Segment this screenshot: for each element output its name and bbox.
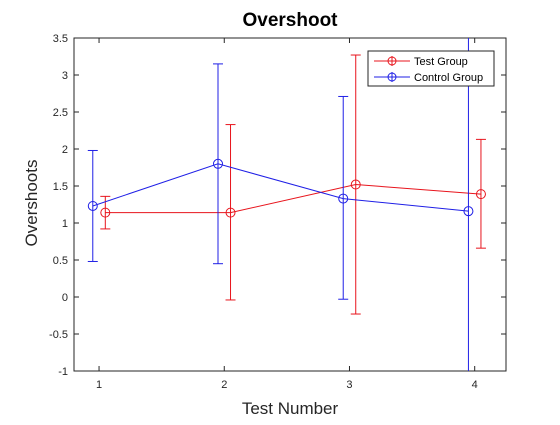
axis-ticks: -1 -0.5 0 0.5 1 1.5 2 2.5 3 3.5 1 2 3 4 [49, 33, 506, 391]
x-tick-label: 4 [472, 379, 478, 391]
x-tick-label: 2 [221, 379, 227, 391]
series-layer [87, 38, 486, 371]
chart-title: Overshoot [242, 10, 338, 31]
y-tick-label: 1 [62, 218, 68, 230]
y-tick-label: 2.5 [53, 107, 68, 119]
data-point [225, 207, 236, 218]
y-tick-label: -0.5 [49, 329, 68, 341]
y-tick-label: 0.5 [53, 255, 68, 267]
legend: Test Group Control Group [367, 50, 495, 87]
legend-marker [387, 72, 397, 82]
y-tick-label: 3 [62, 70, 68, 82]
x-tick-label: 3 [346, 379, 352, 391]
series-line [92, 163, 469, 212]
series-control-group [87, 38, 474, 371]
plot-area [73, 37, 507, 372]
x-tick-label: 1 [96, 379, 102, 391]
legend-label: Test Group [414, 56, 468, 68]
x-axis-label: Test Number [242, 399, 339, 418]
y-axis-label: Overshoots [22, 160, 41, 247]
y-tick-label: 1.5 [53, 181, 68, 193]
data-point [213, 158, 223, 169]
y-tick-label: 3.5 [53, 33, 68, 45]
data-point [87, 200, 98, 211]
data-point [463, 206, 474, 217]
y-tick-label: 2 [62, 144, 68, 156]
data-point [475, 189, 486, 200]
series-test-group [100, 54, 486, 315]
legend-label: Control Group [414, 72, 483, 84]
legend-marker [387, 56, 397, 66]
data-point [100, 207, 111, 218]
data-point [338, 193, 349, 204]
legend-entry: Control Group [374, 72, 483, 84]
data-point [350, 179, 361, 190]
y-tick-label: -1 [58, 366, 68, 378]
legend-entry: Test Group [374, 56, 468, 68]
legend-entries: Test Group Control Group [374, 56, 483, 84]
y-tick-label: 0 [62, 292, 68, 304]
series-line [105, 184, 481, 214]
